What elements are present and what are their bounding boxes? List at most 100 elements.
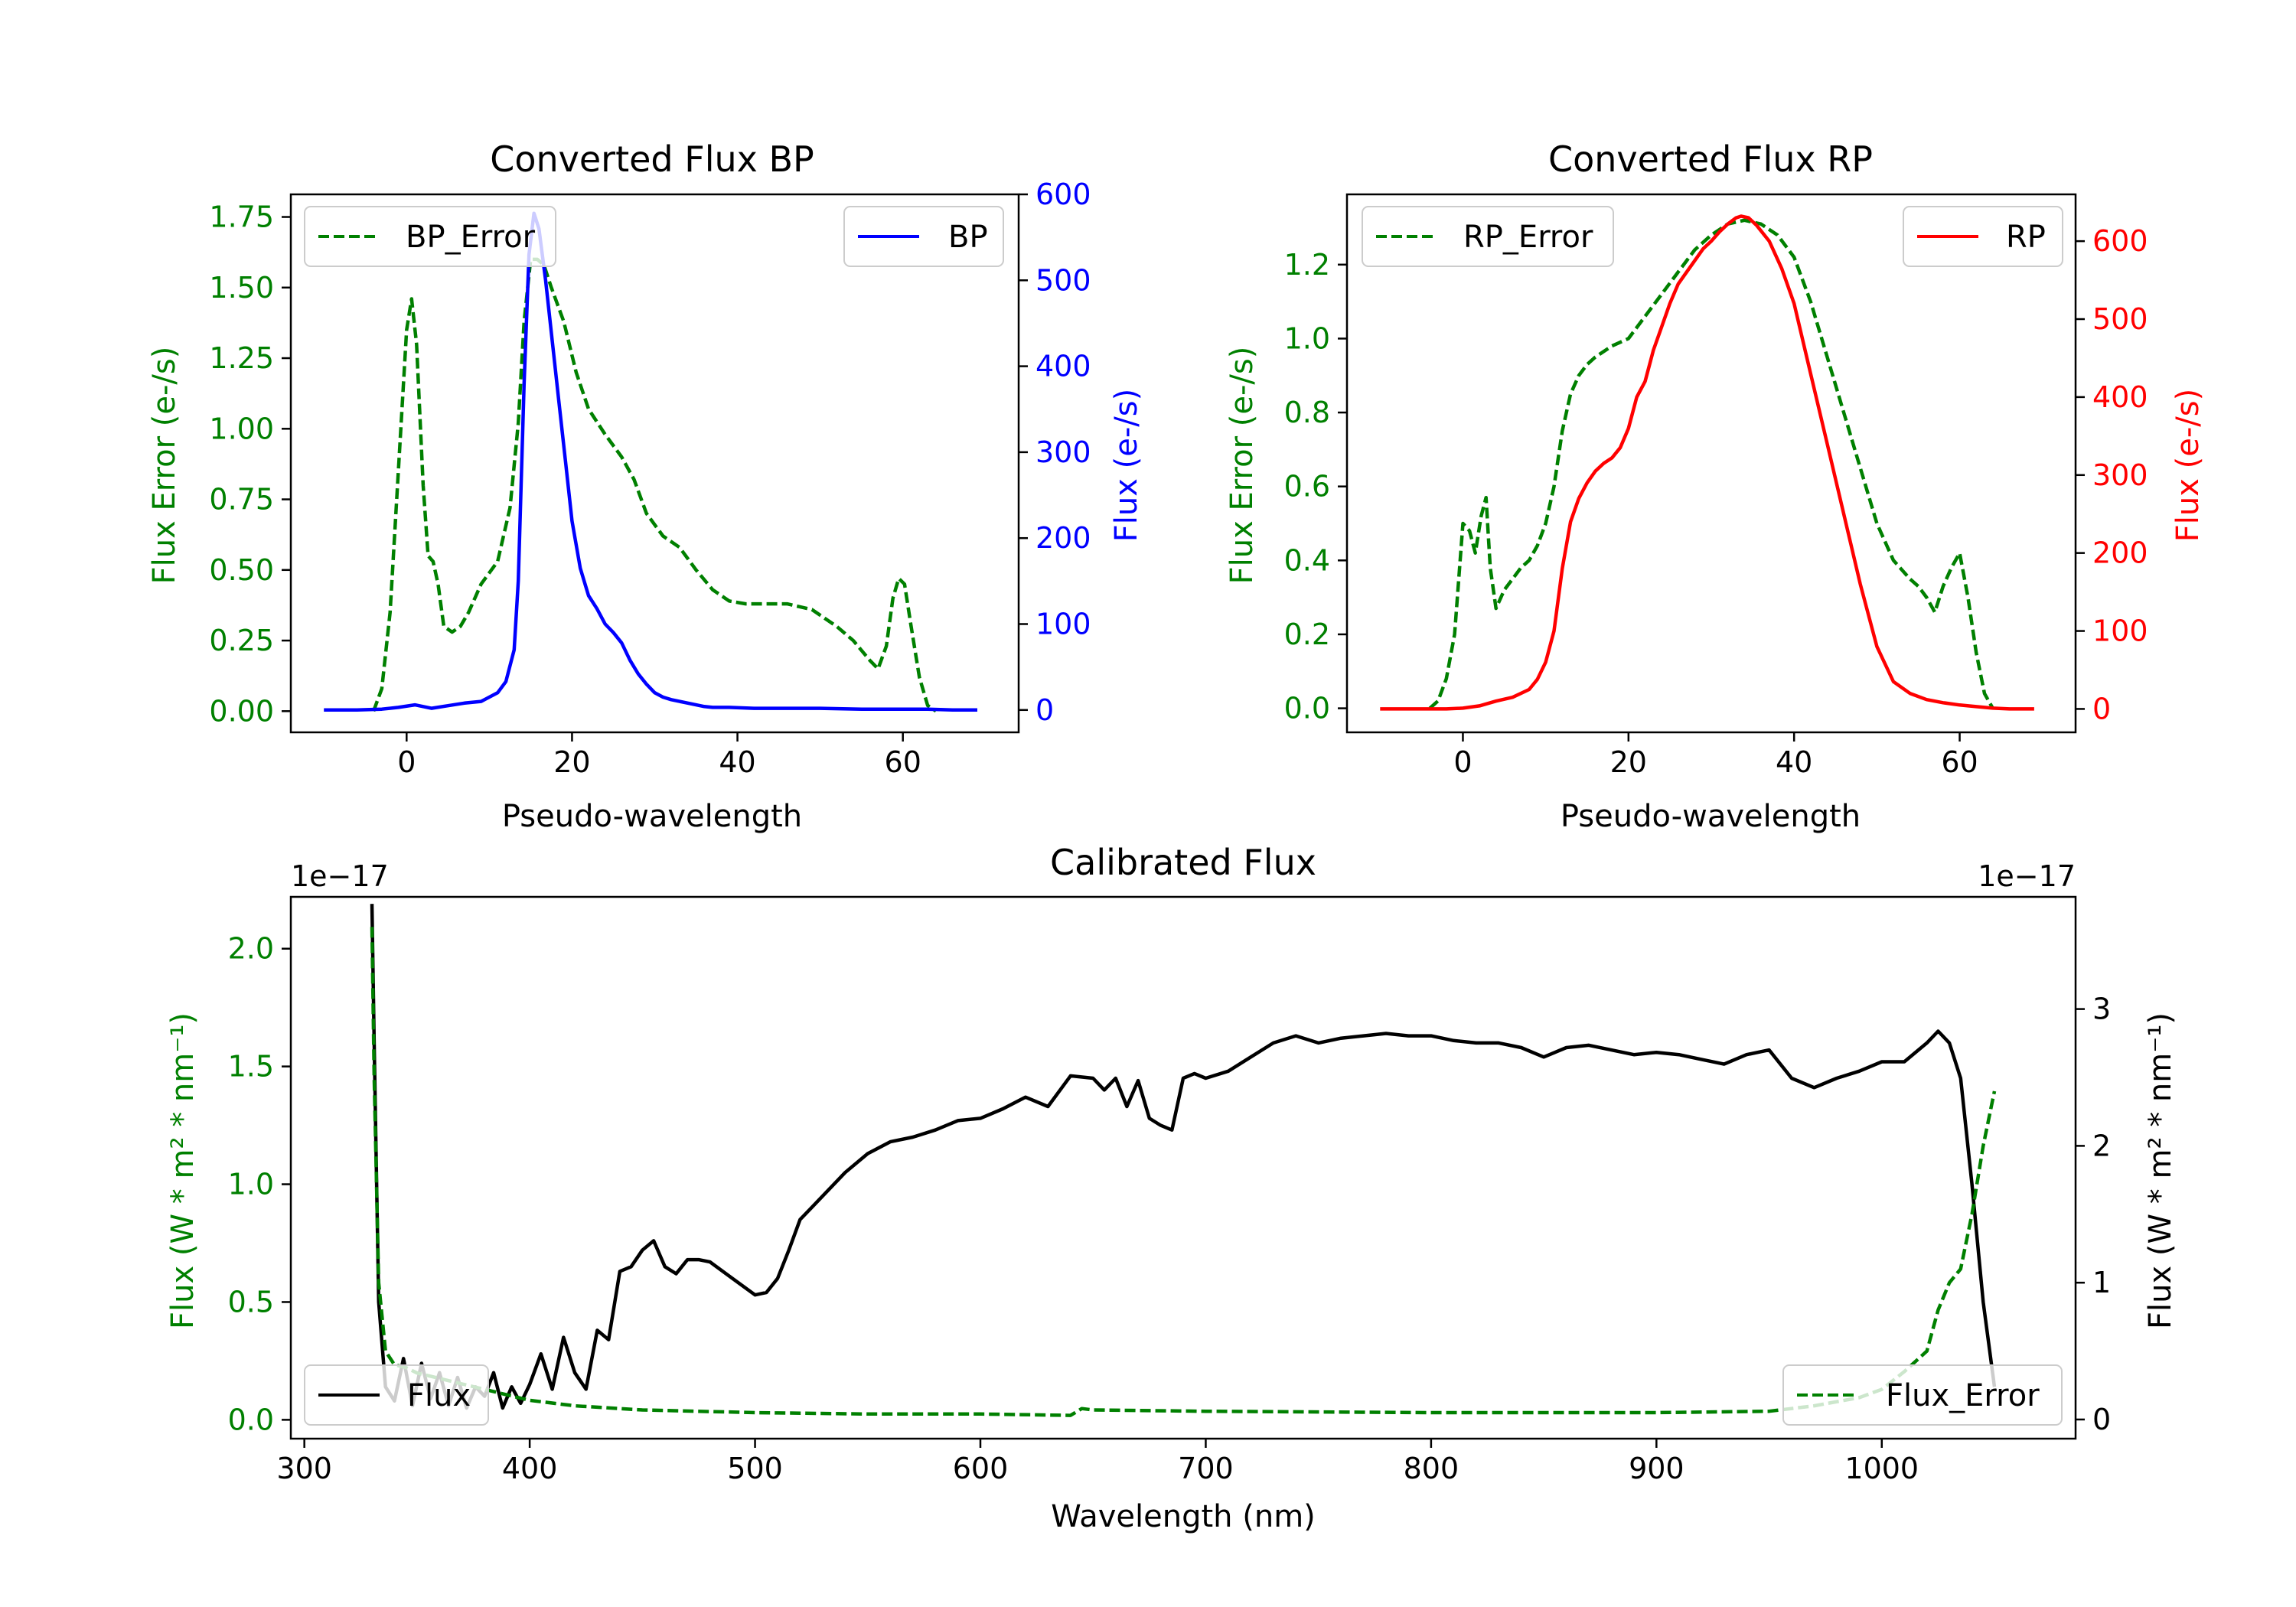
cal-title: Calibrated Flux (1050, 842, 1316, 883)
bp-ytick-left-label: 1.50 (209, 271, 274, 305)
cal-legend-error-label: Flux_Error (1886, 1378, 2040, 1413)
calibrated-ytick-left-label: 0.0 (228, 1403, 274, 1436)
calibrated-xtick-label: 300 (276, 1452, 332, 1485)
bp-legend-error-label: BP_Error (406, 220, 536, 255)
rp-legend-left-box (1362, 206, 1614, 267)
panel-rp: Converted Flux RP Pseudo-wavelength Flux… (1225, 139, 2206, 834)
calibrated-ytick-left-label: 1.5 (228, 1050, 274, 1084)
calibrated-ytick-right-label: 0 (2092, 1403, 2111, 1436)
bp-ytick-left-label: 1.00 (209, 412, 274, 445)
cal-legend-flux-label: Flux (407, 1378, 471, 1413)
rp-xtick-label: 20 (1610, 745, 1647, 779)
bp-frame (289, 193, 1020, 734)
rp-ytick-right-label: 500 (2092, 302, 2148, 336)
cal-offset-left: 1e−17 (291, 859, 389, 893)
calibrated-ytick-right-label: 3 (2092, 993, 2111, 1026)
rp-ylabel-left: Flux Error (e-/s) (1225, 347, 1260, 585)
rp-ytick-right-label: 600 (2092, 224, 2148, 258)
rp-ytick-left-label: 0.6 (1284, 470, 1330, 504)
rp-ytick-right-label: 200 (2092, 536, 2148, 570)
calibrated-series-flux (370, 904, 1997, 1410)
rp-ytick-left-label: 1.0 (1284, 321, 1330, 355)
rp-series-rp-error (1428, 218, 1994, 710)
cal-offset-right: 1e−17 (1978, 859, 2076, 893)
cal-ylabel-left: Flux (W * m² * nm⁻¹) (165, 1012, 201, 1329)
bp-ytick-left-label: 0.50 (209, 553, 274, 587)
bp-xtick-label: 0 (397, 745, 416, 779)
bp-legend-left-box (304, 206, 556, 267)
rp-legend-rp-label: RP (2006, 220, 2046, 255)
bp-legend-bp-label: BP (948, 220, 988, 255)
rp-legend-right-box (1903, 206, 2063, 267)
panel-bp: Converted Flux BP Pseudo-wavelength Flux… (147, 139, 1144, 834)
rp-ytick-left-label: 0.2 (1284, 618, 1330, 651)
rp-ytick-left-label: 0.4 (1284, 543, 1330, 577)
calibrated-ytick-left-label: 0.5 (228, 1285, 274, 1319)
calibrated-xtick-label: 1000 (1844, 1452, 1919, 1485)
calibrated-xtick-label: 900 (1629, 1452, 1684, 1485)
calibrated-xtick-label: 400 (502, 1452, 558, 1485)
bp-xlabel: Pseudo-wavelength (502, 799, 802, 834)
bp-legend-right-box (843, 206, 1004, 267)
cal-ylabel-right: Flux (W * m² * nm⁻¹) (2143, 1012, 2178, 1329)
bp-ytick-right-label: 200 (1035, 521, 1091, 555)
rp-ytick-right-label: 400 (2092, 380, 2148, 414)
calibrated-xtick-label: 600 (953, 1452, 1009, 1485)
rp-ytick-left-label: 0.0 (1284, 692, 1330, 725)
rp-legend-error-label: RP_Error (1463, 220, 1593, 255)
rp-ytick-left-label: 1.2 (1284, 248, 1330, 282)
cal-legend-left: Flux (304, 1364, 489, 1426)
bp-xtick-label: 20 (553, 745, 590, 779)
bp-ylabel-left: Flux Error (e-/s) (147, 347, 182, 585)
bp-ytick-right-label: 400 (1035, 350, 1091, 383)
rp-series-rp (1380, 214, 2034, 711)
bp-legend-left: BP_Error (304, 206, 556, 267)
cal-xlabel: Wavelength (nm) (1051, 1499, 1316, 1534)
bp-ytick-right-label: 600 (1035, 178, 1091, 211)
panel-calibrated: Calibrated Flux 1e−17 1e−17 Wavelength (… (165, 842, 2178, 1534)
bp-ytick-right-label: 100 (1035, 608, 1091, 641)
rp-legend-right: RP (1903, 206, 2063, 267)
rp-ytick-right-label: 0 (2092, 692, 2111, 725)
bp-title: Converted Flux BP (490, 139, 814, 180)
rp-ylabel-right: Flux (e-/s) (2170, 389, 2206, 542)
bp-ytick-left-label: 0.25 (209, 624, 274, 657)
bp-xtick-label: 60 (885, 745, 921, 779)
calibrated-ytick-right-label: 1 (2092, 1266, 2111, 1299)
calibrated-xtick-label: 800 (1404, 1452, 1459, 1485)
bp-ytick-left-label: 0.75 (209, 483, 274, 517)
rp-xlabel: Pseudo-wavelength (1561, 799, 1861, 834)
bp-ticks: 0 20 40 60 0.00 0.25 0.50 0.75 1.00 1.25 1.50 1.75 0… (209, 178, 1091, 779)
bp-ytick-left-label: 1.75 (209, 200, 274, 234)
calibrated-ytick-left-label: 1.0 (228, 1168, 274, 1201)
cal-legend-left-box (304, 1364, 489, 1426)
bp-xtick-label: 40 (719, 745, 755, 779)
rp-ytick-right-label: 100 (2092, 614, 2148, 648)
rp-ytick-right-label: 300 (2092, 458, 2148, 492)
rp-xtick-label: 60 (1941, 745, 1978, 779)
calibrated-xtick-label: 700 (1178, 1452, 1234, 1485)
bp-legend-right: BP (843, 206, 1004, 267)
bp-series-bp (324, 211, 977, 712)
bp-ytick-right-label: 0 (1035, 693, 1054, 727)
bp-ytick-left-label: 0.00 (209, 694, 274, 728)
rp-ytick-left-label: 0.8 (1284, 396, 1330, 429)
cal-legend-right-box (1782, 1364, 2063, 1426)
calibrated-xtick-label: 500 (727, 1452, 783, 1485)
bp-series-bp-error (371, 257, 938, 713)
bp-ytick-right-label: 500 (1035, 263, 1091, 297)
cal-frame (289, 895, 2077, 1440)
rp-lines (1380, 214, 2034, 711)
rp-frame (1345, 193, 2077, 734)
rp-ticks: 0 20 40 60 0.0 0.2 0.4 0.6 0.8 1.0 1.2 0 100 200 300 40… (1284, 224, 2148, 779)
bp-lines (324, 211, 977, 713)
rp-xtick-label: 0 (1453, 745, 1472, 779)
rp-xtick-label: 40 (1776, 745, 1812, 779)
rp-title: Converted Flux RP (1548, 139, 1873, 180)
bp-ylabel-right: Flux (e-/s) (1109, 389, 1144, 542)
calibrated-ytick-left-label: 2.0 (228, 932, 274, 966)
bp-ytick-right-label: 300 (1035, 435, 1091, 469)
cal-ticks: 300 400 500 600 700 800 900 1000 0.0 0.5 1.0 1.5 2.0… (228, 932, 2112, 1485)
bp-ytick-left-label: 1.25 (209, 341, 274, 375)
rp-legend-left: RP_Error (1362, 206, 1614, 267)
